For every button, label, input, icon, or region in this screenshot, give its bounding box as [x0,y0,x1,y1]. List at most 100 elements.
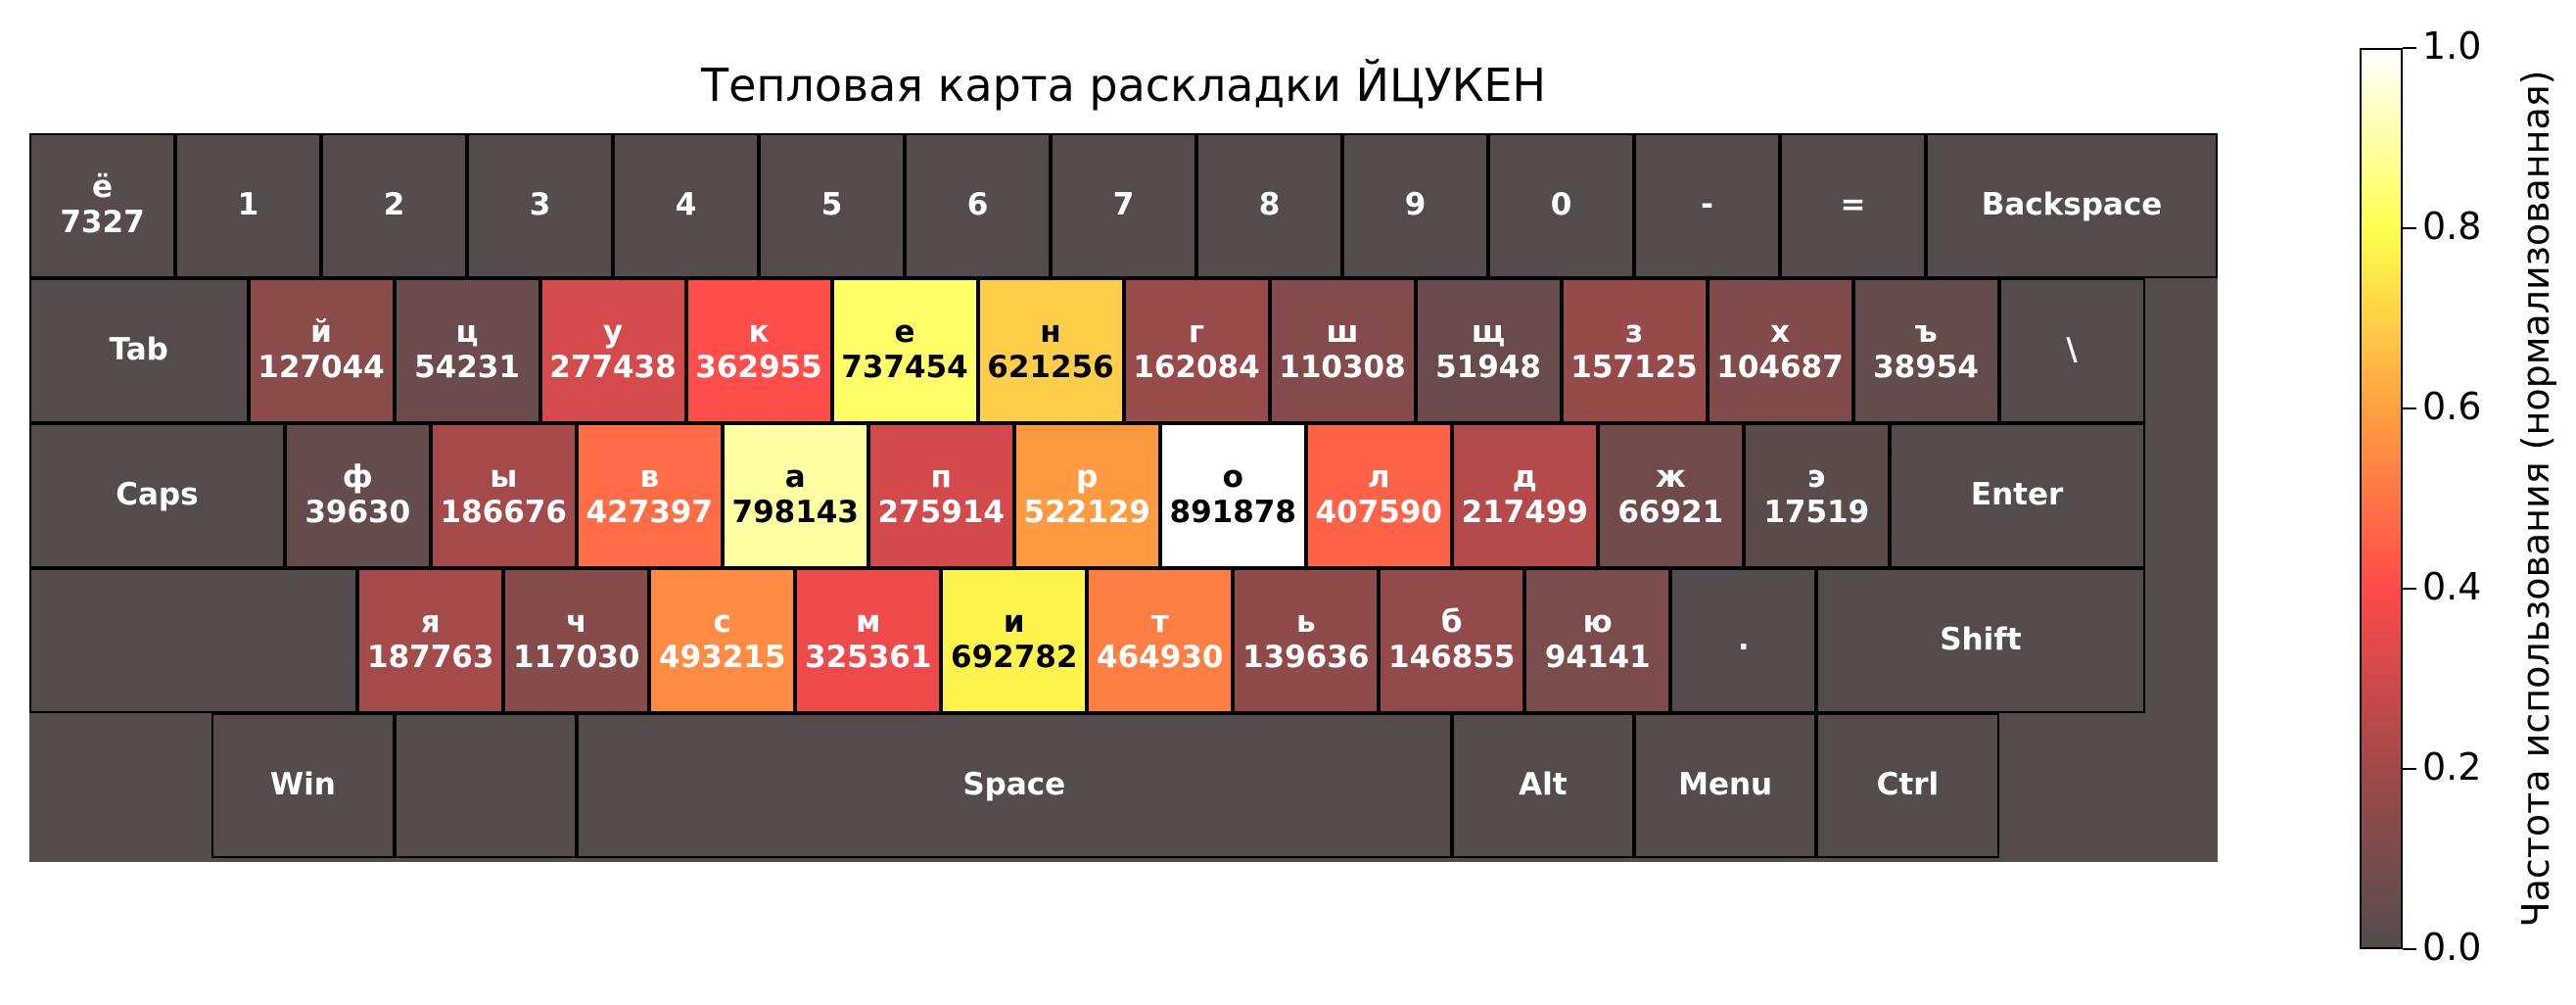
key-label: Win [269,767,336,803]
colorbar-tick-label: 0.0 [2422,926,2482,969]
key-count: 427397 [585,495,713,530]
key-count: 798143 [731,495,859,530]
key-9: 9 [1342,133,1488,278]
key-ь: ь 139636 [1233,568,1380,713]
key-label: Backspace [1981,187,2163,223]
key-count: 187763 [367,640,494,675]
key-label: ш [1326,314,1359,351]
keyboard-heatmap: ё 7327 1 2 3 4 5 6 7 8 9 0- = Backspace Tab й 127044 ц 542… [29,133,2218,862]
key-ю: ю 94141 [1524,568,1671,713]
key-р: р 522129 [1013,423,1160,568]
key-я: я 187763 [357,568,504,713]
key-tab: Tab [29,278,249,423]
key-г: г 162084 [1123,278,1270,423]
key-ф: ф 39630 [284,423,431,568]
key-label: б [1440,604,1463,641]
key-label: н [1040,314,1061,351]
key-label: р [1076,459,1099,496]
colorbar [2360,48,2403,949]
key-label: ц [455,314,479,351]
colorbar-tick [2403,407,2416,409]
key-label: ъ [1914,314,1938,351]
key-2: 2 [321,133,467,278]
key-equals: = [1780,133,1926,278]
key-count: 39630 [304,495,411,530]
key-count: 51948 [1435,350,1541,385]
key-ctrl: Ctrl [1816,713,1999,858]
key-label: ф [342,459,373,496]
key-label: Caps [116,477,199,513]
key-label: 7 [1112,187,1135,223]
key-label: ы [490,459,518,496]
key-label: х [1770,314,1790,351]
colorbar-tick-label: 0.2 [2422,745,2482,789]
key-щ: щ 51948 [1415,278,1562,423]
key-с: с 493215 [649,568,796,713]
key-count: 162084 [1133,350,1260,385]
key-б: б 146855 [1379,568,1525,713]
key-label: м [856,604,881,641]
key-count: 38954 [1873,350,1979,385]
key-label: Enter [1970,477,2064,513]
colorbar-tick [2403,227,2416,229]
key-а: а 798143 [722,423,868,568]
colorbar-tick-label: 0.6 [2422,385,2482,428]
key-п: п 275914 [867,423,1014,568]
key-label: ж [1655,459,1686,496]
key-label: . [1737,622,1750,658]
key-т: т 464930 [1087,568,1234,713]
key-й: й 127044 [248,278,395,423]
key-label: Tab [109,332,168,368]
key-count: 522129 [1023,495,1150,530]
key-label: Alt [1519,767,1568,803]
key-к: к 362955 [685,278,832,423]
key-label: ю [1582,604,1613,641]
key-count: 692782 [951,640,1078,675]
key-label: и [1003,604,1025,641]
key-label: з [1624,314,1643,351]
key-backspace: Backspace [1926,133,2218,278]
colorbar-tick-label: 0.8 [2422,205,2482,248]
key-count: 891878 [1169,495,1296,530]
colorbar-tick [2403,768,2416,770]
key-count: 146855 [1388,640,1516,675]
key-1: 1 [175,133,321,278]
colorbar-tick-label: 0.4 [2422,565,2482,608]
key-label: = [1840,187,1866,223]
key-label: е [894,314,915,351]
key-label: 5 [820,187,843,223]
key-ц: ц 54231 [394,278,540,423]
key-label: т [1150,604,1169,641]
key-label: 3 [529,187,551,223]
key-ъ: ъ 38954 [1852,278,1999,423]
key-label: ч [566,604,587,641]
key-и: и 692782 [941,568,1088,713]
key-enter: Enter [1889,423,2145,568]
key-count: 407590 [1315,495,1442,530]
key-win: Win [211,713,395,858]
key-caps: Caps [29,423,285,568]
key-menu: Menu [1634,713,1817,858]
key-з: з 157125 [1561,278,1708,423]
key-label: 6 [966,187,989,223]
key-label: - [1701,187,1713,223]
key-count: 621256 [987,350,1114,385]
key-count: 110308 [1279,350,1406,385]
key-label: а [784,459,806,496]
key-label: ё [91,169,114,206]
key-alt: Alt [1451,713,1634,858]
key-count: 54231 [414,350,520,385]
key-backslash: \ [1998,278,2145,423]
key-blank [394,713,577,858]
key-count: 66921 [1617,495,1724,530]
key-ш: ш 110308 [1269,278,1416,423]
key-label: Menu [1678,767,1773,803]
key-count: 17519 [1763,495,1870,530]
key-label: в [639,459,660,496]
key-count: 186676 [440,495,567,530]
key-л: л 407590 [1305,423,1452,568]
key-label: \ [2066,332,2078,368]
key-label: э [1807,459,1826,496]
key-count: 362955 [695,350,822,385]
key-label: 8 [1258,187,1281,223]
